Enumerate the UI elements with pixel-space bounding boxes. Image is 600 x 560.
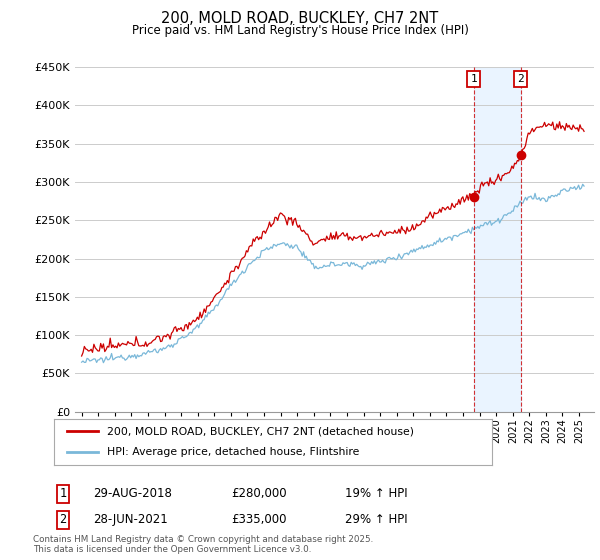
Text: 1: 1 bbox=[470, 74, 477, 83]
Text: 200, MOLD ROAD, BUCKLEY, CH7 2NT (detached house): 200, MOLD ROAD, BUCKLEY, CH7 2NT (detach… bbox=[107, 426, 413, 436]
Text: 29% ↑ HPI: 29% ↑ HPI bbox=[345, 513, 407, 526]
Text: 2: 2 bbox=[59, 513, 67, 526]
Text: 2: 2 bbox=[518, 74, 524, 83]
Text: 28-JUN-2021: 28-JUN-2021 bbox=[93, 513, 168, 526]
Text: £335,000: £335,000 bbox=[231, 513, 287, 526]
Text: 29-AUG-2018: 29-AUG-2018 bbox=[93, 487, 172, 501]
Text: Price paid vs. HM Land Registry's House Price Index (HPI): Price paid vs. HM Land Registry's House … bbox=[131, 24, 469, 36]
Bar bbox=[474, 67, 521, 412]
Text: HPI: Average price, detached house, Flintshire: HPI: Average price, detached house, Flin… bbox=[107, 447, 359, 458]
Text: 1: 1 bbox=[59, 487, 67, 501]
Text: Contains HM Land Registry data © Crown copyright and database right 2025.
This d: Contains HM Land Registry data © Crown c… bbox=[33, 535, 373, 554]
Text: 200, MOLD ROAD, BUCKLEY, CH7 2NT: 200, MOLD ROAD, BUCKLEY, CH7 2NT bbox=[161, 11, 439, 26]
Text: 19% ↑ HPI: 19% ↑ HPI bbox=[345, 487, 407, 501]
Text: £280,000: £280,000 bbox=[231, 487, 287, 501]
